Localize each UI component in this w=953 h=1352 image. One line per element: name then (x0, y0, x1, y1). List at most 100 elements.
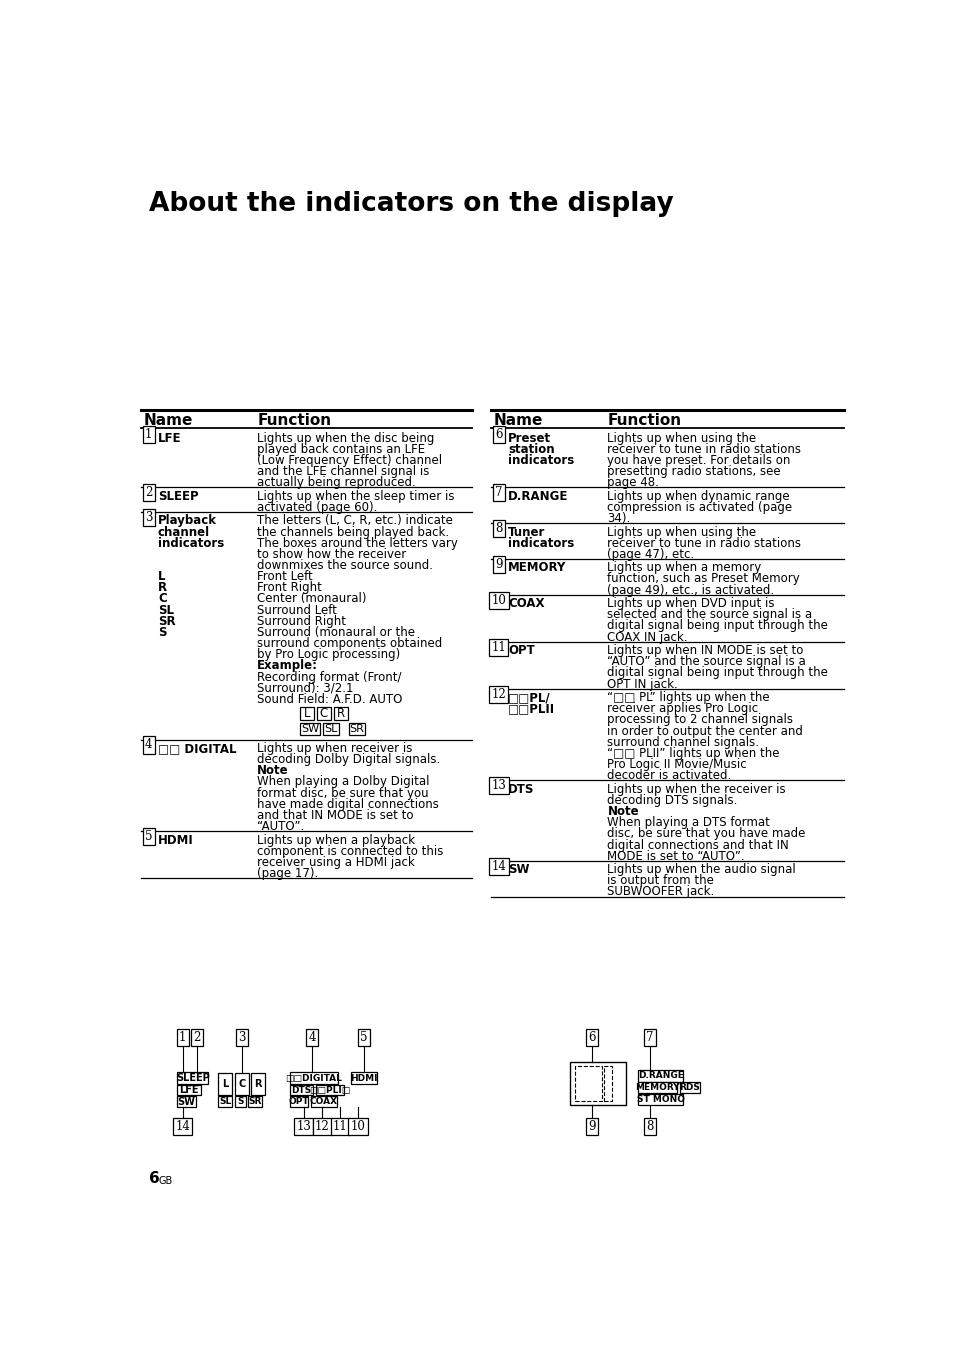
Bar (638, 1069, 682, 1082)
Text: SW: SW (177, 1096, 195, 1107)
Text: SL: SL (219, 1096, 232, 1106)
Text: SLEEP: SLEEP (175, 1073, 210, 1083)
Bar (218, 1096, 233, 1107)
Text: □□DIGITAL: □□DIGITAL (285, 1073, 342, 1083)
Text: 5: 5 (360, 1032, 368, 1044)
Bar (679, 1083, 699, 1094)
Text: Lights up when IN MODE is set to: Lights up when IN MODE is set to (607, 644, 803, 657)
Text: by Pro Logic processing): by Pro Logic processing) (257, 649, 400, 661)
Text: “□□ PL” lights up when the: “□□ PL” lights up when the (607, 691, 769, 704)
Text: Surround (monaural or the: Surround (monaural or the (257, 626, 415, 639)
Text: 8: 8 (495, 522, 502, 535)
Text: MEMORY: MEMORY (508, 561, 566, 575)
Bar (575, 1067, 601, 1101)
Text: page 48.: page 48. (607, 476, 659, 489)
Text: LFE: LFE (158, 431, 181, 445)
Text: surround components obtained: surround components obtained (257, 637, 442, 650)
Text: SL: SL (324, 723, 337, 734)
Text: Note: Note (257, 764, 289, 777)
Text: 2: 2 (193, 1032, 200, 1044)
Text: is output from the: is output from the (607, 875, 714, 887)
Text: station: station (508, 442, 555, 456)
Text: 12: 12 (491, 688, 506, 700)
Bar (218, 1073, 233, 1095)
Text: 9: 9 (495, 558, 502, 571)
Text: □□PLI□: □□PLI□ (309, 1086, 351, 1095)
Text: receiver applies Pro Logic: receiver applies Pro Logic (607, 702, 758, 715)
Text: the channels being played back.: the channels being played back. (257, 526, 449, 538)
Text: 2: 2 (145, 487, 152, 499)
Bar (351, 1072, 377, 1084)
Text: and that IN MODE is set to: and that IN MODE is set to (257, 808, 414, 822)
Text: “AUTO”.: “AUTO”. (257, 821, 304, 833)
Text: Center (monaural): Center (monaural) (257, 592, 366, 606)
Text: (page 47), etc.: (page 47), etc. (607, 548, 694, 561)
Text: Surround): 3/2.1: Surround): 3/2.1 (257, 681, 354, 695)
Text: The letters (L, C, R, etc.) indicate: The letters (L, C, R, etc.) indicate (257, 514, 453, 527)
Text: indicators: indicators (508, 454, 574, 466)
Text: 6: 6 (588, 1032, 595, 1044)
Text: Lights up when the audio signal: Lights up when the audio signal (607, 863, 796, 876)
Text: have made digital connections: have made digital connections (257, 798, 438, 811)
Text: Lights up when the sleep timer is: Lights up when the sleep timer is (257, 489, 455, 503)
Text: 1: 1 (179, 1032, 186, 1044)
Bar (570, 1063, 625, 1105)
Text: digital signal being input through the: digital signal being input through the (607, 619, 827, 633)
Text: COAX: COAX (508, 598, 544, 610)
Bar (638, 1094, 682, 1105)
Text: D.RANGE: D.RANGE (508, 489, 568, 503)
Text: Name: Name (493, 414, 542, 429)
Text: Front Left: Front Left (257, 571, 313, 583)
Bar (290, 1084, 313, 1095)
Text: in order to output the center and: in order to output the center and (607, 725, 802, 738)
Text: SW: SW (508, 863, 529, 876)
Text: Playback: Playback (158, 514, 216, 527)
Text: compression is activated (page: compression is activated (page (607, 500, 792, 514)
Bar (177, 1096, 195, 1107)
Text: SUBWOOFER jack.: SUBWOOFER jack. (607, 886, 714, 899)
Text: indicators: indicators (508, 537, 574, 550)
Text: Surround Left: Surround Left (257, 603, 336, 617)
Bar (316, 707, 331, 719)
Text: 14: 14 (491, 860, 506, 873)
Text: you have preset. For details on: you have preset. For details on (607, 454, 790, 466)
Text: Example:: Example: (257, 660, 318, 672)
Text: “□□ PLII” lights up when the: “□□ PLII” lights up when the (607, 746, 780, 760)
Text: presetting radio stations, see: presetting radio stations, see (607, 465, 781, 479)
Text: When playing a DTS format: When playing a DTS format (607, 817, 770, 829)
Text: 10: 10 (350, 1119, 365, 1133)
Bar (290, 1096, 308, 1107)
Text: DTS: DTS (508, 783, 534, 796)
Bar (604, 1067, 612, 1101)
Bar (234, 1073, 249, 1095)
Text: DTS: DTS (291, 1086, 312, 1095)
Text: 7: 7 (646, 1032, 653, 1044)
Bar (299, 722, 319, 735)
Text: C: C (238, 1079, 245, 1090)
Text: R: R (253, 1079, 261, 1090)
Text: SW: SW (300, 723, 318, 734)
Text: 11: 11 (491, 641, 506, 653)
Text: Sound Field: A.F.D. AUTO: Sound Field: A.F.D. AUTO (257, 694, 402, 706)
Text: 3: 3 (145, 511, 152, 525)
Text: 8: 8 (646, 1119, 653, 1133)
Text: 13: 13 (491, 779, 506, 792)
Text: “AUTO” and the source signal is a: “AUTO” and the source signal is a (607, 656, 805, 668)
Text: digital connections and that IN: digital connections and that IN (607, 838, 788, 852)
Text: and the LFE channel signal is: and the LFE channel signal is (257, 465, 429, 479)
Text: Lights up when a playback: Lights up when a playback (257, 833, 415, 846)
Bar (323, 722, 338, 735)
Text: The boxes around the letters vary: The boxes around the letters vary (257, 537, 457, 550)
Text: C: C (158, 592, 167, 606)
Bar (334, 707, 348, 719)
Text: L: L (158, 571, 165, 583)
Text: Front Right: Front Right (257, 581, 322, 595)
Text: function, such as Preset Memory: function, such as Preset Memory (607, 572, 800, 585)
Bar (349, 722, 365, 735)
Bar (177, 1072, 208, 1084)
Text: D.RANGE: D.RANGE (638, 1071, 683, 1080)
Bar (638, 1083, 677, 1094)
Text: 10: 10 (491, 594, 506, 607)
Text: S: S (158, 626, 167, 639)
Text: (Low Frequency Effect) channel: (Low Frequency Effect) channel (257, 454, 442, 466)
